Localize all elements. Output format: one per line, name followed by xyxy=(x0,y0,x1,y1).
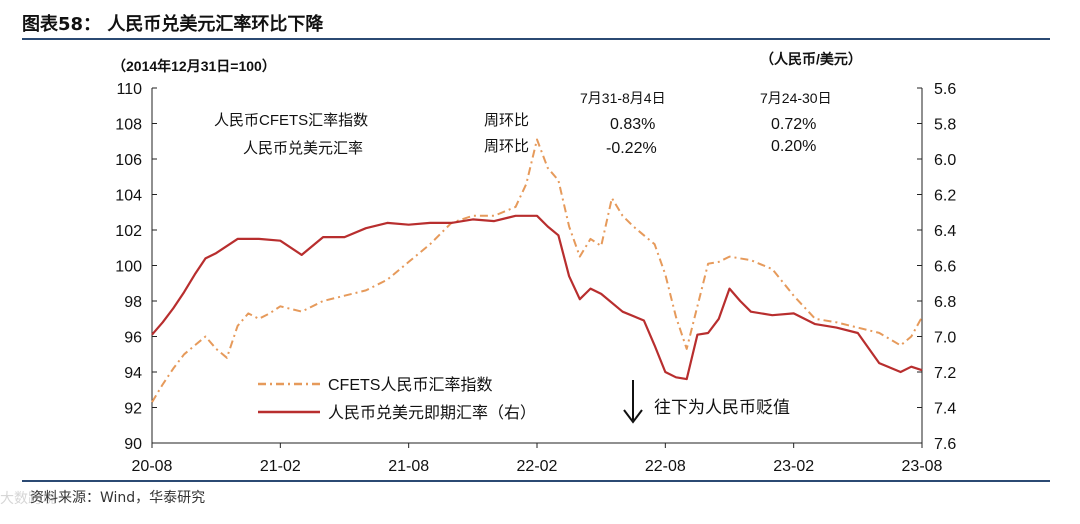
arrow-note: 往下为人民币贬值 xyxy=(654,398,790,417)
x-tick-label: 22-08 xyxy=(645,458,686,475)
down-arrow-icon xyxy=(623,380,643,424)
right-tick-label: 7.6 xyxy=(934,436,956,453)
right-tick-label: 6.8 xyxy=(934,294,956,311)
legend-label-usdcny: 人民币兑美元即期汇率（右） xyxy=(328,404,536,422)
series-line-cfets xyxy=(151,138,923,403)
footer-divider xyxy=(22,480,1050,482)
left-tick-label: 106 xyxy=(115,152,142,169)
x-tick-label: 23-08 xyxy=(902,458,943,475)
series-line-usdcny xyxy=(151,214,923,381)
watermark: 大数跨境 xyxy=(0,491,56,507)
right-tick-label: 6.6 xyxy=(934,259,956,276)
right-tick-label: 6.4 xyxy=(934,223,956,240)
annot-row1-label: 人民币CFETS汇率指数 xyxy=(214,112,368,129)
left-tick-label: 92 xyxy=(124,401,142,418)
series-layer xyxy=(151,138,923,403)
right-tick-label: 7.2 xyxy=(934,365,956,382)
chart-title: 图表58： 人民币兑美元汇率环比下降 xyxy=(22,14,324,35)
legend-label-cfets: CFETS人民币汇率指数 xyxy=(328,376,492,394)
right-tick-label: 7.0 xyxy=(934,330,956,347)
right-tick-label: 6.2 xyxy=(934,188,956,205)
left-tick-label: 94 xyxy=(124,365,142,382)
right-tick-label: 7.4 xyxy=(934,401,956,418)
left-tick-label: 100 xyxy=(115,259,142,276)
left-tick-label: 98 xyxy=(124,294,142,311)
left-ticks: 110 108 106 104 102 100 98 96 94 92 90 xyxy=(115,81,157,453)
x-tick-label: 21-08 xyxy=(388,458,429,475)
left-axis-label: （2014年12月31日=100） xyxy=(112,58,276,74)
x-tick-label: 20-08 xyxy=(132,458,173,475)
title-divider xyxy=(22,38,1050,40)
left-tick-label: 108 xyxy=(115,117,142,134)
right-tick-label: 5.8 xyxy=(934,117,956,134)
x-tick-label: 22-02 xyxy=(517,458,558,475)
annot-row2-mid: 周环比 xyxy=(484,138,529,155)
right-tick-label: 5.6 xyxy=(934,81,956,98)
left-tick-label: 96 xyxy=(124,330,142,347)
annot-row2-label: 人民币兑美元汇率 xyxy=(243,140,363,157)
annot-row2-v1: -0.22% xyxy=(606,140,657,157)
left-tick-label: 102 xyxy=(115,223,142,240)
source-note: 资料来源：Wind，华泰研究 xyxy=(30,490,206,506)
x-tick-label: 21-02 xyxy=(260,458,301,475)
annot-col1-header: 7月31-8月4日 xyxy=(580,90,666,106)
annot-row1-mid: 周环比 xyxy=(484,112,529,129)
x-tick-label: 23-02 xyxy=(773,458,814,475)
right-axis-label: （人民币/美元） xyxy=(760,51,862,67)
left-tick-label: 104 xyxy=(115,188,142,205)
annot-row2-v2: 0.20% xyxy=(771,138,816,155)
annot-col2-header: 7月24-30日 xyxy=(760,90,832,106)
right-tick-label: 6.0 xyxy=(934,152,956,169)
left-tick-label: 90 xyxy=(124,436,142,453)
annot-row1-v1: 0.83% xyxy=(610,116,655,133)
annot-row1-v2: 0.72% xyxy=(771,116,816,133)
right-ticks: 5.6 5.8 6.0 6.2 6.4 6.6 6.8 7.0 7.2 7.4 7.6 xyxy=(917,81,956,453)
x-ticks: 20-08 21-02 21-08 22-02 22-08 23-02 23-08 xyxy=(132,443,943,475)
left-tick-label: 110 xyxy=(116,81,142,98)
